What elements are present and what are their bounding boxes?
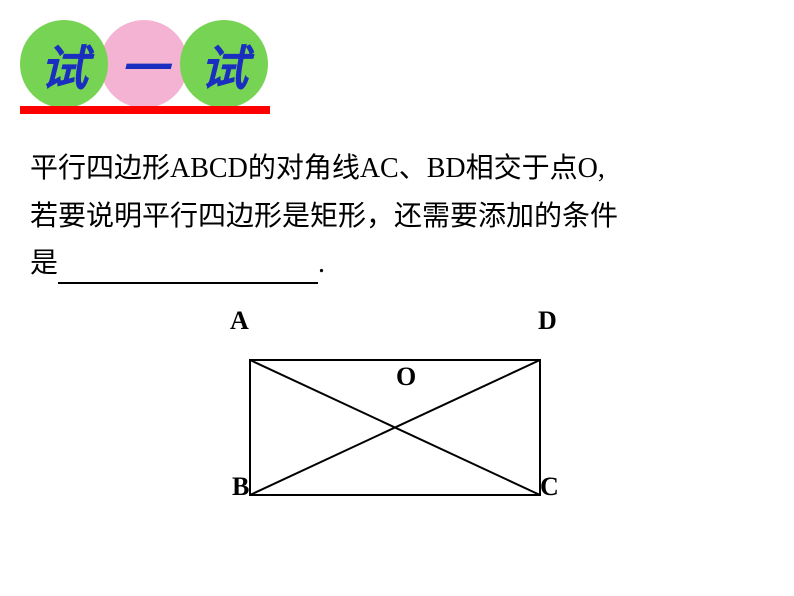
header-circle-1-text: 试: [40, 29, 88, 99]
label-A: A: [230, 306, 249, 336]
diagram-svg: [220, 300, 570, 560]
text-seg-2: 的对角线: [248, 153, 360, 184]
text-abcd: ABCD: [170, 153, 248, 184]
header-badge: 一 试 试: [20, 20, 275, 120]
problem-text: 平行四边形ABCD的对角线AC、BD相交于点O, 若要说明平行四边形是矩形，还需…: [30, 145, 764, 288]
text-ac: AC: [360, 153, 399, 184]
text-sep: 、: [399, 153, 427, 184]
header-circle-3: 试: [180, 20, 268, 108]
text-line3-pre: 是: [30, 248, 58, 279]
header-underline: [20, 106, 270, 114]
text-line3-post: .: [318, 248, 325, 279]
header-circle-3-text: 试: [200, 29, 248, 99]
label-O: O: [396, 362, 416, 392]
header-circle-1: 试: [20, 20, 108, 108]
text-seg-3: 相交于点: [466, 153, 578, 184]
geometry-diagram: A D B C O: [220, 300, 570, 560]
header-circle-2: 一: [100, 20, 188, 108]
fill-in-blank: [58, 282, 318, 284]
text-o: O,: [578, 153, 605, 184]
text-seg-1: 平行四边形: [30, 153, 170, 184]
label-B: B: [232, 472, 249, 502]
text-bd: BD: [427, 153, 466, 184]
header-circle-2-text: 一: [120, 29, 168, 99]
label-D: D: [538, 306, 557, 336]
text-line2: 若要说明平行四边形是矩形，还需要添加的条件: [30, 201, 618, 232]
label-C: C: [540, 472, 559, 502]
